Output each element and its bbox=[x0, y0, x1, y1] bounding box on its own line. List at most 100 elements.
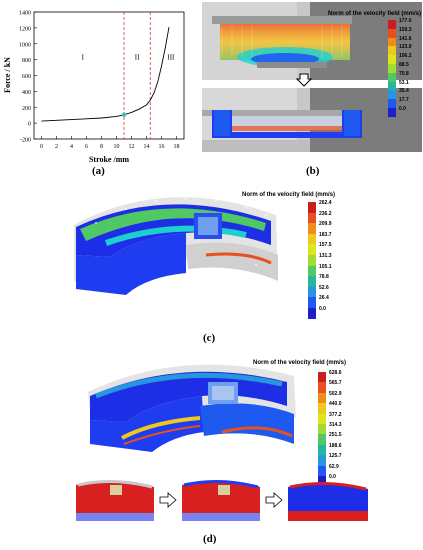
legend-b-title: Norm of the velocity field (mm/s) bbox=[328, 11, 422, 17]
legend-value: 88.5 bbox=[399, 62, 409, 68]
legend-value: 105.1 bbox=[319, 263, 332, 270]
force-stroke-chart: -200 0 200 400 600 800 1000 1200 1400 0 2 4 6 8 10 12 1… bbox=[3, 11, 185, 164]
legend-value: 440.0 bbox=[329, 401, 342, 408]
simulation-frame-top bbox=[202, 2, 422, 80]
legend-swatch bbox=[308, 202, 316, 213]
legend-value: 183.7 bbox=[319, 231, 332, 238]
legend-swatch bbox=[388, 72, 396, 82]
legend-value: 123.9 bbox=[399, 44, 412, 51]
region-label: I bbox=[82, 54, 85, 62]
sequence-step-1 bbox=[76, 479, 154, 521]
legend-value: 262.4 bbox=[319, 200, 332, 206]
legend-value: 159.3 bbox=[399, 26, 412, 33]
legend-swatch bbox=[318, 424, 326, 435]
panel-label-a: (a) bbox=[92, 165, 105, 177]
legend-value: 17.7 bbox=[399, 97, 409, 104]
legend-swatch bbox=[318, 413, 326, 424]
down-arrow-icon bbox=[296, 73, 312, 87]
x-tick-label: 0 bbox=[40, 144, 43, 150]
legend-value: 628.6 bbox=[329, 370, 342, 376]
legend-value: 62.9 bbox=[329, 463, 339, 470]
legend-swatch bbox=[308, 255, 316, 266]
legend-value: 377.2 bbox=[329, 411, 342, 418]
x-tick-label: 18 bbox=[174, 144, 180, 150]
legend-value: 188.6 bbox=[329, 442, 342, 449]
panel-label-c: (c) bbox=[203, 332, 216, 344]
legend-swatch bbox=[388, 99, 396, 108]
legend-value: 131.3 bbox=[319, 253, 332, 259]
panel-b-simulation bbox=[202, 2, 422, 180]
force-curve bbox=[41, 27, 170, 122]
legend-value: 0.0 bbox=[329, 474, 336, 480]
legend-swatch bbox=[308, 212, 316, 224]
y-tick-label: 1400 bbox=[19, 11, 31, 17]
y-tick-label: 400 bbox=[22, 90, 31, 96]
y-tick-label: 600 bbox=[22, 74, 31, 80]
sequence-arrow-1 bbox=[159, 492, 177, 508]
legend-swatch bbox=[308, 244, 316, 255]
panel-label-d: (d) bbox=[203, 533, 217, 545]
legend-value: 251.5 bbox=[329, 432, 342, 439]
legend-swatch bbox=[318, 382, 326, 393]
y-tick-label: 1000 bbox=[19, 42, 31, 48]
panel-c-ring-model bbox=[74, 197, 278, 295]
legend-swatch bbox=[318, 372, 326, 383]
legend-swatch bbox=[388, 108, 396, 117]
legend-value: 141.6 bbox=[399, 35, 412, 42]
legend-value: 502.9 bbox=[329, 390, 342, 397]
legend-d-title: Norm of the velocity field (mm/s) bbox=[253, 360, 347, 366]
x-tick-label: 12 bbox=[129, 144, 135, 150]
legend-value: 565.7 bbox=[329, 380, 342, 387]
x-tick-label: 14 bbox=[144, 144, 150, 150]
y-tick-label: 200 bbox=[22, 106, 31, 112]
legend-c-title: Norm of the velocity field (mm/s) bbox=[242, 192, 336, 198]
x-tick-label: 6 bbox=[85, 144, 88, 150]
panel-d-ring-model bbox=[88, 364, 296, 452]
x-tick-label: 4 bbox=[70, 144, 73, 150]
sequence-step-2 bbox=[182, 479, 260, 521]
y-tick-label: 0 bbox=[28, 122, 31, 128]
legend-value: 0.0 bbox=[399, 106, 406, 112]
sequence-step-3 bbox=[288, 481, 368, 521]
legend-swatch bbox=[308, 297, 316, 308]
x-tick-label: 16 bbox=[159, 144, 165, 150]
panel-label-b: (b) bbox=[306, 165, 320, 177]
legend-swatch bbox=[388, 20, 396, 29]
legend-swatch bbox=[388, 28, 396, 38]
legend-value: 209.9 bbox=[319, 221, 332, 228]
legend-value: 53.1 bbox=[399, 79, 409, 86]
legend-value: 314.3 bbox=[329, 422, 342, 428]
legend-value: 236.2 bbox=[319, 210, 332, 217]
region-label: II bbox=[135, 54, 140, 62]
y-tick-label: 1200 bbox=[19, 26, 31, 32]
legend-swatch bbox=[318, 434, 326, 445]
legend-value: 70.8 bbox=[399, 70, 409, 77]
legend-value: 125.7 bbox=[329, 453, 342, 460]
simulation-frame-bottom bbox=[202, 88, 422, 152]
legend-swatch bbox=[308, 276, 316, 287]
legend-swatch bbox=[308, 265, 316, 277]
legend-swatch bbox=[388, 90, 396, 100]
legend-value: 26.4 bbox=[319, 295, 329, 302]
legend-swatch bbox=[318, 403, 326, 414]
legend-swatch bbox=[388, 64, 396, 73]
y-tick-label: -200 bbox=[20, 138, 31, 144]
legend-swatch bbox=[308, 286, 316, 298]
legend-swatch bbox=[388, 37, 396, 47]
y-tick-label: 800 bbox=[22, 58, 31, 64]
legend-swatch bbox=[318, 444, 326, 456]
sequence-arrow-2 bbox=[265, 492, 283, 508]
legend-swatch bbox=[318, 465, 326, 476]
legend-swatch bbox=[308, 223, 316, 234]
legend-swatch bbox=[388, 55, 396, 64]
transition-marker bbox=[121, 112, 127, 117]
legend-swatch bbox=[308, 233, 316, 245]
legend-value: 157.5 bbox=[319, 242, 332, 249]
x-axis-label: Stroke /mm bbox=[89, 155, 129, 164]
legend-value: 106.2 bbox=[399, 53, 412, 60]
legend-value: 177.0 bbox=[399, 18, 412, 24]
legend-swatch bbox=[388, 81, 396, 91]
legend-swatch bbox=[318, 455, 326, 466]
legend-value: 78.8 bbox=[319, 274, 329, 281]
x-tick-label: 10 bbox=[114, 144, 120, 150]
